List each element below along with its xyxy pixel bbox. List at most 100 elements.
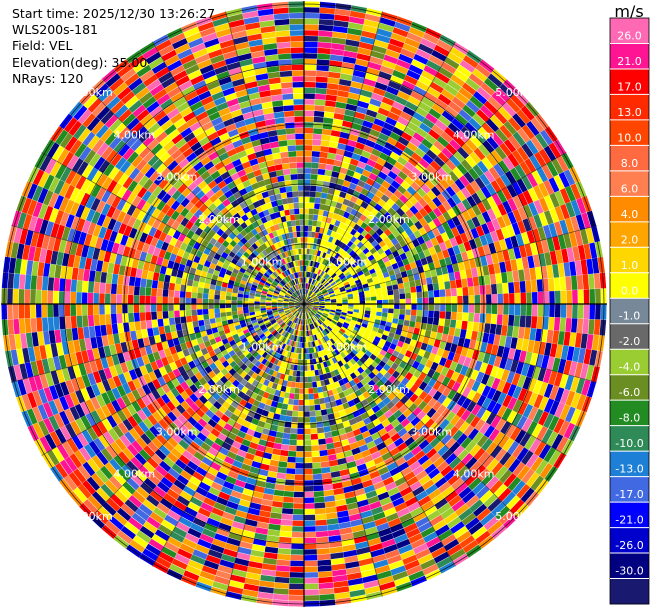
- colorbar-cell: [610, 119, 649, 146]
- range-ring-label-lower: 1.00km: [241, 340, 283, 353]
- azimuth-spoke: [303, 89, 519, 305]
- velocity-gate-group: [8, 7, 601, 607]
- colorbar-cell: [610, 170, 649, 197]
- range-ring-label-upper: 2.00km: [198, 213, 240, 226]
- colorbar-tick-label: -4.0: [619, 361, 640, 374]
- site-label: WLS200s-181: [12, 22, 98, 38]
- colorbar-cell: [610, 476, 649, 503]
- velocity-gate-group: [13, 10, 590, 607]
- range-ring-label-lower: 2.00km: [198, 383, 240, 396]
- colorbar-cell: [610, 43, 649, 70]
- azimuth-spoke: [41, 152, 305, 305]
- range-ring-label-upper: 3.00km: [156, 171, 198, 184]
- colorbar-cell: [610, 527, 649, 554]
- range-ring-3: [123, 123, 485, 485]
- azimuth-spoke: [303, 303, 597, 383]
- range-ring-label-upper: 3.00km: [411, 171, 453, 184]
- range-ring-5: [3, 3, 605, 605]
- range-ring-label-upper: 4.00km: [114, 128, 156, 141]
- header-info: Start time: 2025/12/30 13:26:27 WLS200s-…: [12, 6, 215, 87]
- range-ring-labels: 1.00km 2.00km 3.00km 4.00km 5.00km 1.00km 2.00…: [71, 86, 537, 523]
- velocity-gate-group: [11, 24, 607, 592]
- range-ring-4: [63, 63, 545, 545]
- colorbar-tick-label: -2.0: [619, 335, 640, 348]
- velocity-gate-group: [27, 8, 603, 603]
- range-ring-label-upper: 5.00km: [71, 86, 113, 99]
- colorbar-tick-label: -1.0: [619, 310, 640, 323]
- range-ring-label-upper: 2.00km: [368, 213, 410, 226]
- colorbar-cell: [610, 323, 649, 350]
- range-ring-label-upper: 5.00km: [495, 86, 537, 99]
- range-ring-label-lower: 3.00km: [411, 425, 453, 438]
- colorbar-tick-label: 26.0: [617, 29, 642, 42]
- azimuth-spoke: [303, 303, 456, 567]
- colorbar-tick-label: -26.0: [615, 539, 643, 552]
- velocity-gate-group: [16, 1, 607, 603]
- colorbar-tick-label: 13.0: [617, 106, 642, 119]
- colorbar-tick-label: 17.0: [617, 80, 642, 93]
- field-label: Field: VEL: [12, 38, 73, 54]
- azimuth-spoke: [225, 303, 305, 597]
- range-ring-1: [243, 243, 365, 365]
- colorbar-tick-label: -21.0: [615, 514, 643, 527]
- colorbar-cell: [610, 578, 649, 605]
- colorbar-cell: [610, 374, 649, 401]
- colorbar-cell: [610, 68, 649, 95]
- azimuth-spoke: [303, 303, 383, 597]
- colorbar-tick-label: 1.0: [621, 259, 639, 272]
- azimuth-spoke: [303, 225, 597, 305]
- range-ring-label-lower: 1.00km: [326, 340, 368, 353]
- azimuth-spoke: [303, 303, 519, 519]
- colorbar-ticks: 26.0 21.0 17.0 13.0 10.0 8.0 6.0 4.0 2.0 1.0 0.0 -1…: [610, 29, 649, 580]
- nrays-label: NRays: 120: [12, 70, 84, 86]
- colorbar-border: [609, 17, 650, 605]
- colorbar-tick-label: 0.0: [621, 284, 639, 297]
- range-ring-label-lower: 4.00km: [453, 468, 495, 481]
- azimuth-spokes: [1, 1, 607, 607]
- range-ring-label-lower: 5.00km: [495, 510, 537, 523]
- azimuth-spoke: [152, 303, 305, 567]
- colorbar-cell: [610, 400, 649, 427]
- colorbar-tick-label: 6.0: [621, 182, 639, 195]
- range-ring-label-upper: 1.00km: [326, 256, 368, 269]
- colorbar-cells: [609, 17, 650, 605]
- range-ring-label-upper: 4.00km: [453, 128, 495, 141]
- colorbar-cell: [610, 145, 649, 172]
- azimuth-spoke: [225, 11, 305, 305]
- colorbar-cell: [610, 298, 649, 325]
- colorbar-cell: [610, 349, 649, 376]
- range-ring-label-lower: 3.00km: [156, 425, 198, 438]
- colorbar-cell: [610, 272, 649, 299]
- colorbar-tick-label: 10.0: [617, 131, 642, 144]
- azimuth-spoke: [303, 303, 567, 456]
- azimuth-spoke: [89, 89, 305, 305]
- colorbar-tick-label: -13.0: [615, 463, 643, 476]
- colorbar-tick-label: 21.0: [617, 55, 642, 68]
- colorbar-cell: [610, 196, 649, 223]
- range-ring-2: [183, 183, 425, 425]
- azimuth-spoke: [152, 41, 305, 305]
- colorbar-tick-label: -10.0: [615, 437, 643, 450]
- azimuth-spoke: [11, 225, 305, 305]
- colorbar-cell: [610, 425, 649, 452]
- colorbar-cell: [610, 502, 649, 528]
- range-ring-label-lower: 4.00km: [114, 468, 156, 481]
- elevation-label: Elevation(deg): 35.00: [12, 54, 148, 70]
- azimuth-spoke: [303, 152, 567, 305]
- colorbar-cell: [610, 553, 649, 579]
- colorbar-unit: m/s: [614, 2, 643, 21]
- colorbar-tick-label: 4.0: [621, 208, 639, 221]
- colorbar-tick-label: -6.0: [619, 386, 640, 399]
- azimuth-spoke: [89, 303, 305, 519]
- colorbar-tick-label: -17.0: [615, 488, 643, 501]
- colorbar-cell: [610, 18, 649, 44]
- range-ring-label-lower: 2.00km: [368, 383, 410, 396]
- colorbar-cell: [610, 221, 649, 248]
- range-ring-label-lower: 5.00km: [71, 510, 113, 523]
- azimuth-spoke: [11, 303, 305, 383]
- colorbar-cell: [610, 451, 649, 478]
- colorbar-tick-label: -8.0: [619, 412, 640, 425]
- azimuth-spoke: [303, 41, 456, 305]
